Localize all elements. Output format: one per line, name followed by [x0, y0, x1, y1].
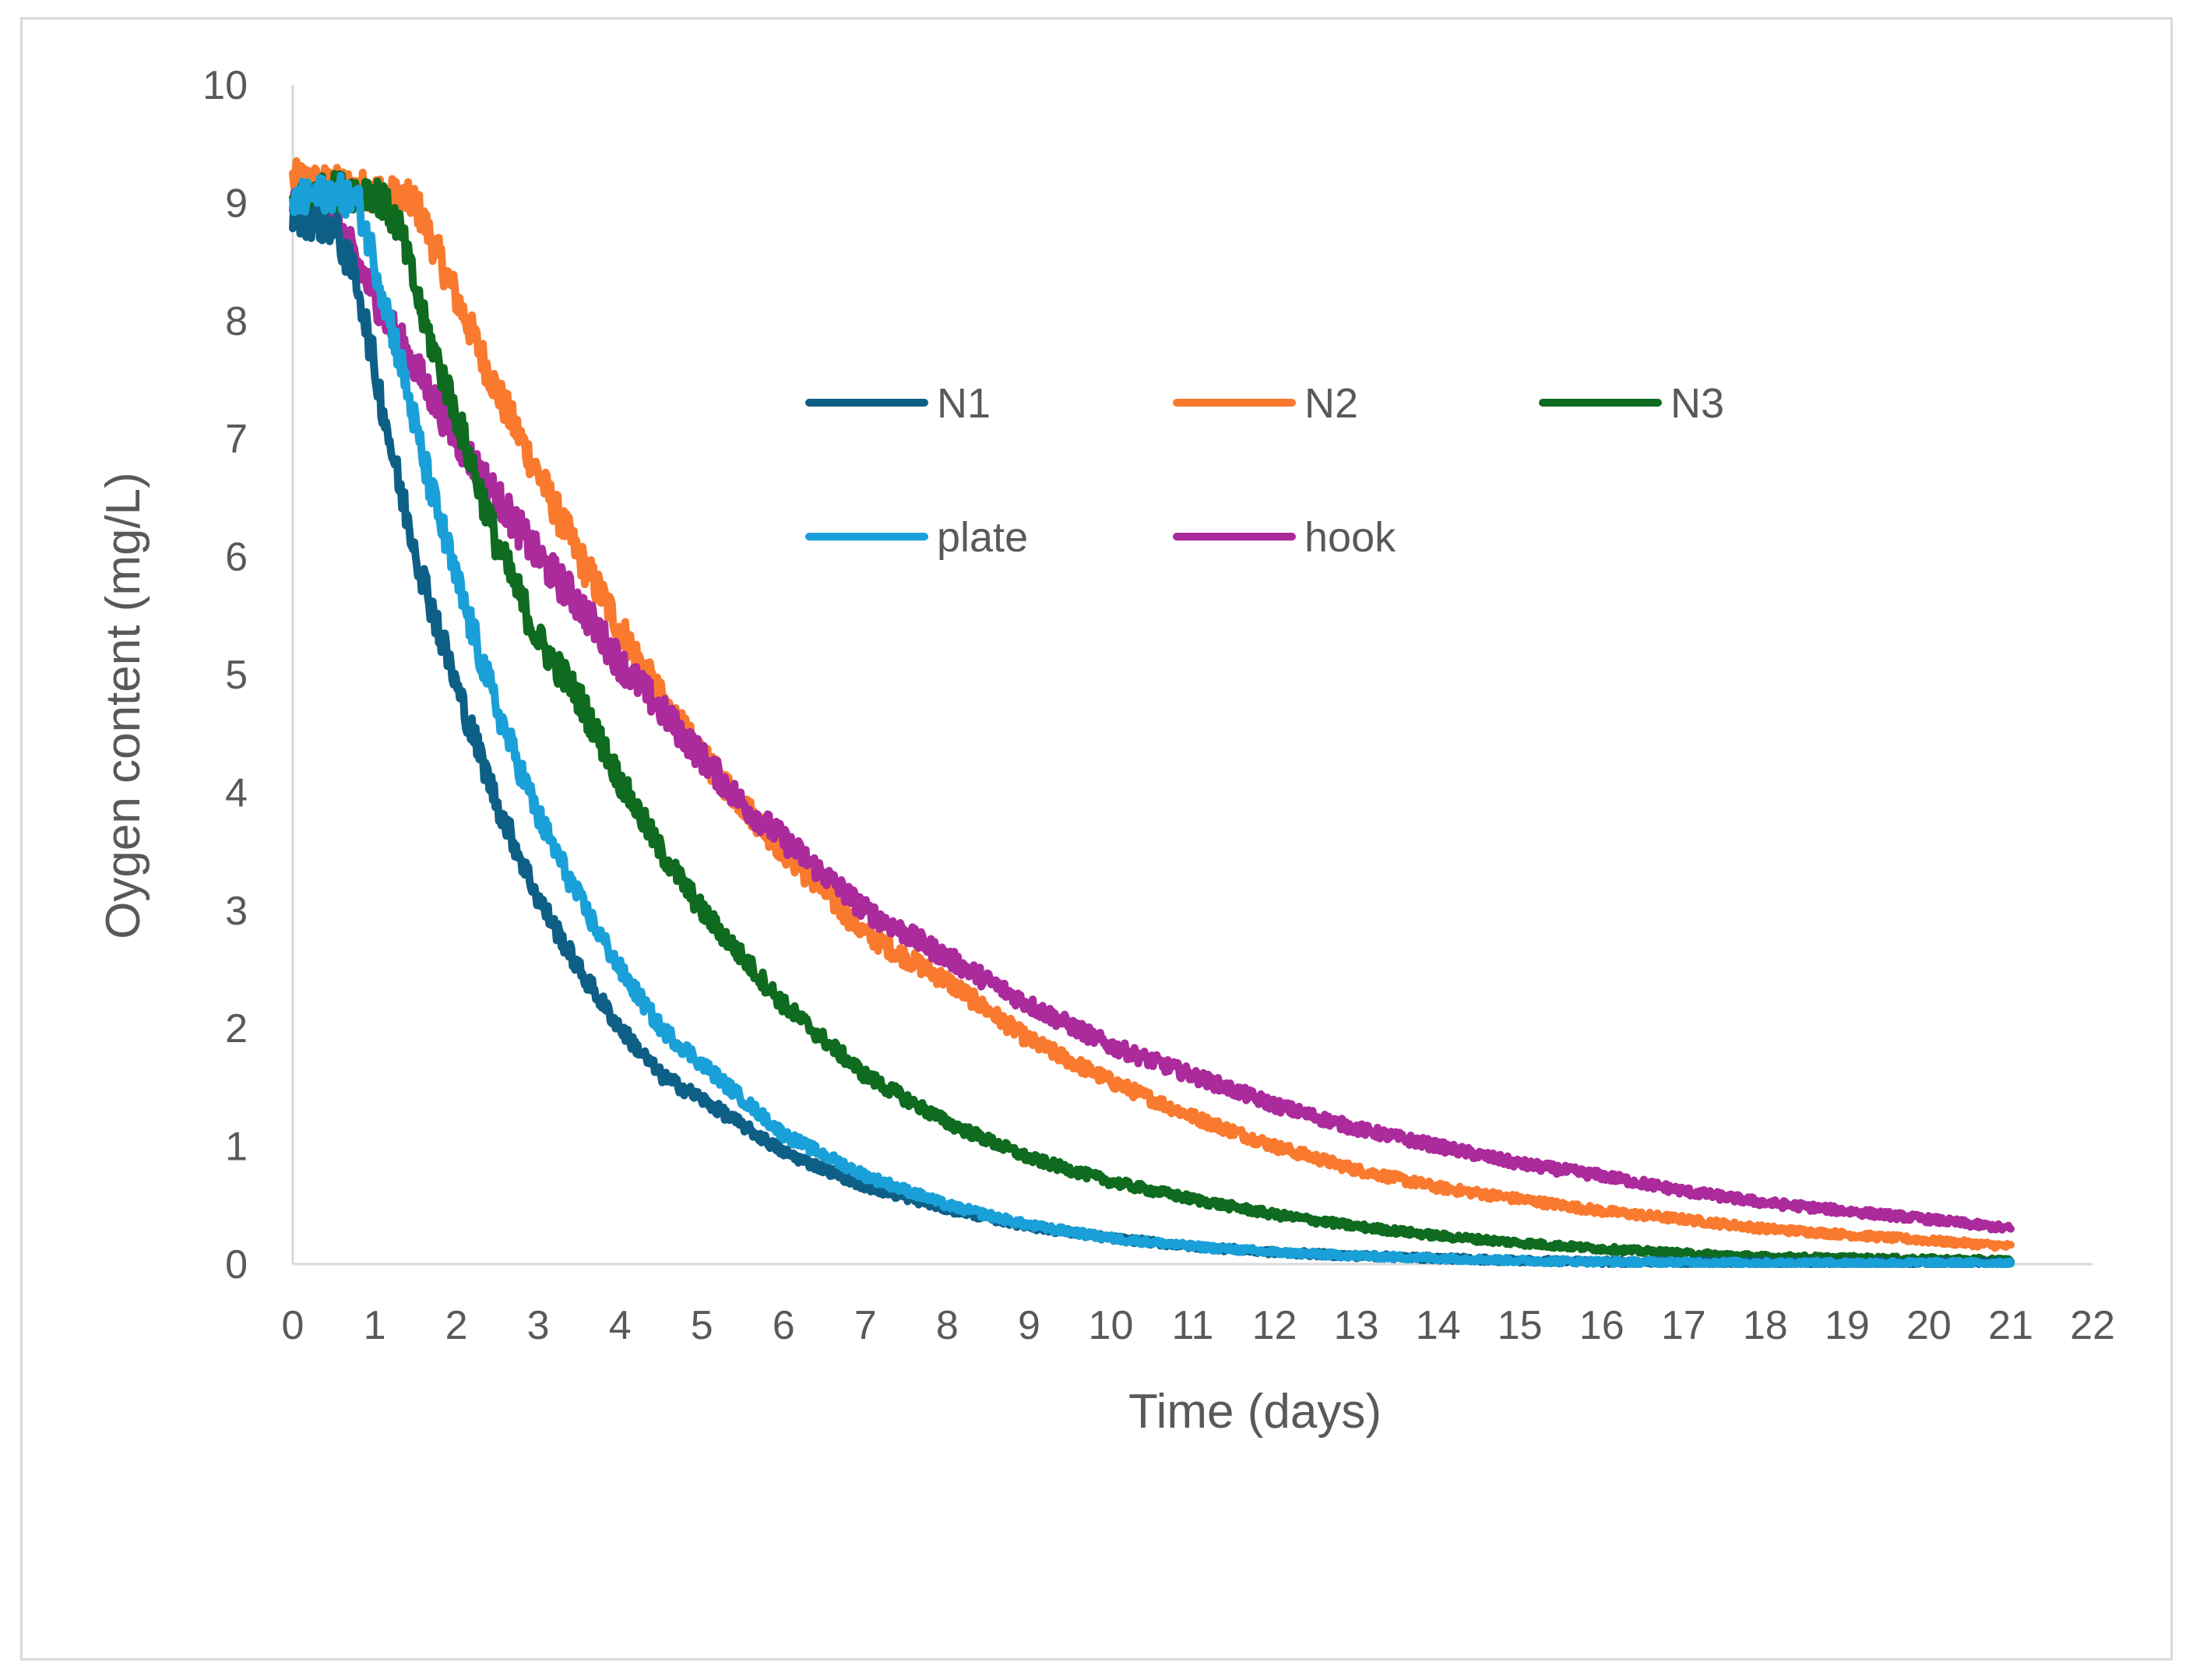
- chart-frame: 0 1 2 3 4 5 6 7 8 9 10 0 1 2 3 4 5 6 7 8 9 10 11 12 13 14 15 16 17 1…: [20, 17, 2173, 1661]
- y-tick-label: 0: [225, 1242, 248, 1287]
- x-tick-label: 16: [1579, 1303, 1625, 1348]
- y-tick-label: 4: [225, 770, 248, 815]
- x-tick-label: 15: [1498, 1303, 1543, 1348]
- x-tick-label: 22: [2070, 1303, 2115, 1348]
- x-axis-title: Time (days): [1128, 1385, 1382, 1439]
- x-tick-label: 10: [1089, 1303, 1134, 1348]
- x-tick-label: 17: [1661, 1303, 1706, 1348]
- x-tick-label: 1: [364, 1303, 386, 1348]
- x-tick-label: 3: [527, 1303, 550, 1348]
- x-tick-label: 7: [854, 1303, 877, 1348]
- legend-label-plate: plate: [937, 514, 1028, 561]
- x-tick-label: 14: [1416, 1303, 1461, 1348]
- y-tick-label: 1: [225, 1125, 248, 1170]
- series-line-hook: [289, 183, 2015, 1234]
- y-tick-label: 2: [225, 1006, 248, 1051]
- y-tick-label: 3: [225, 889, 248, 934]
- y-tick-label: 9: [225, 181, 248, 226]
- x-tick-label: 19: [1825, 1303, 1870, 1348]
- x-tick-labels: 0 1 2 3 4 5 6 7 8 9 10 11 12 13 14 15 16 17 18 19 20 21 22: [282, 1303, 2115, 1348]
- legend-label-n1: N1: [937, 380, 991, 427]
- legend-label-hook: hook: [1304, 514, 1396, 561]
- legend-label-n3: N3: [1670, 380, 1724, 427]
- x-tick-label: 4: [609, 1303, 632, 1348]
- y-axis-title: Oygen content (mg/L): [97, 472, 150, 939]
- x-tick-label: 18: [1743, 1303, 1788, 1348]
- x-tick-label: 20: [1906, 1303, 1952, 1348]
- x-tick-label: 12: [1252, 1303, 1297, 1348]
- series-line-plate: [289, 171, 2015, 1268]
- x-tick-label: 5: [691, 1303, 713, 1348]
- x-tick-label: 9: [1018, 1303, 1040, 1348]
- y-tick-label: 6: [225, 535, 248, 580]
- y-tick-label: 10: [202, 63, 248, 108]
- legend: N1 N2 N3 plate hook: [805, 380, 1724, 561]
- series-lines: [289, 157, 2015, 1268]
- y-tick-label: 5: [225, 653, 248, 698]
- x-tick-label: 13: [1334, 1303, 1379, 1348]
- y-tick-label: 8: [225, 299, 248, 344]
- x-tick-label: 21: [1988, 1303, 2033, 1348]
- x-tick-label: 11: [1172, 1303, 1214, 1348]
- series-line-n3: [289, 170, 2015, 1267]
- x-tick-label: 8: [936, 1303, 959, 1348]
- legend-label-n2: N2: [1304, 380, 1358, 427]
- x-tick-label: 2: [445, 1303, 468, 1348]
- y-tick-labels: 0 1 2 3 4 5 6 7 8 9 10: [202, 63, 248, 1287]
- x-tick-label: 0: [282, 1303, 304, 1348]
- y-tick-label: 7: [225, 417, 248, 462]
- series-line-n2: [289, 157, 2015, 1252]
- x-tick-label: 6: [773, 1303, 795, 1348]
